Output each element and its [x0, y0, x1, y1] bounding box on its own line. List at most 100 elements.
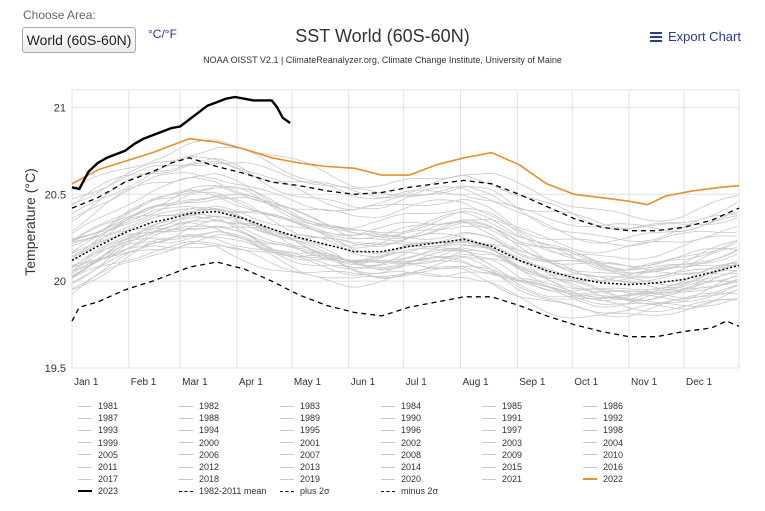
legend-item[interactable]: 2021	[482, 473, 583, 485]
legend-swatch	[381, 466, 395, 468]
legend-label: 2012	[199, 462, 220, 473]
series-line-2021	[71, 158, 738, 244]
unit-toggle[interactable]: °C/°F	[148, 27, 177, 41]
legend-label: 2015	[502, 462, 523, 473]
legend-item[interactable]: 1989	[280, 412, 381, 424]
legend-swatch	[482, 466, 496, 468]
legend-item[interactable]: 2003	[482, 437, 583, 449]
series-line-1997	[71, 208, 738, 279]
legend-label: 1984	[401, 401, 422, 412]
legend-item[interactable]: 1990	[381, 412, 482, 424]
legend-swatch	[78, 442, 92, 444]
legend-swatch	[179, 478, 193, 480]
legend-label: 1987	[98, 413, 119, 424]
legend-label: 2022	[603, 474, 624, 485]
x-tick-label: May 1	[294, 377, 322, 388]
legend-item[interactable]: 1999	[78, 437, 179, 449]
series-line-1991	[71, 216, 738, 301]
legend-item[interactable]: 2004	[583, 437, 684, 449]
legend-item[interactable]: 1987	[78, 412, 179, 424]
legend-label: 2005	[98, 449, 119, 460]
legend-item[interactable]: 2009	[482, 449, 583, 461]
legend-swatch	[583, 478, 597, 481]
series-line-1992	[71, 226, 738, 302]
legend-swatch	[280, 478, 294, 480]
legend-item[interactable]: 1996	[381, 424, 482, 436]
legend-item[interactable]: 1995	[280, 424, 381, 436]
legend-item[interactable]: minus 2σ	[381, 485, 482, 497]
legend-item[interactable]: 2016	[583, 461, 684, 473]
x-tick-label: Mar 1	[182, 377, 208, 388]
series-line-2016	[71, 139, 738, 222]
series-line-1999	[71, 226, 738, 308]
legend-item[interactable]: 2007	[280, 449, 381, 461]
legend-swatch	[179, 417, 193, 419]
legend-item[interactable]: 1992	[583, 412, 684, 424]
legend-item[interactable]: 1981	[78, 400, 179, 412]
legend-item[interactable]: plus 2σ	[280, 485, 381, 497]
legend-item[interactable]: 2018	[179, 473, 280, 485]
x-tick-label: Jan 1	[74, 377, 99, 388]
legend-item[interactable]: 1997	[482, 424, 583, 436]
legend-item[interactable]: 1991	[482, 412, 583, 424]
legend-item[interactable]: 2001	[280, 437, 381, 449]
series-line-1993	[71, 231, 738, 302]
choose-area-label: Choose Area:	[23, 8, 96, 22]
legend-label: 1989	[300, 413, 321, 424]
legend-item[interactable]: 2023	[78, 485, 179, 497]
legend-label: 2003	[502, 437, 523, 448]
legend-item[interactable]: 2019	[280, 473, 381, 485]
legend-label: 2006	[199, 449, 220, 460]
legend-label: 1983	[300, 401, 321, 412]
series-line-1995	[71, 207, 738, 291]
legend-item[interactable]: 1982-2011 mean	[179, 485, 280, 497]
legend-item[interactable]: 2000	[179, 437, 280, 449]
legend-item[interactable]: 1988	[179, 412, 280, 424]
legend-swatch	[280, 490, 294, 492]
chart-plot: 19.5 20 20.5 21 Jan 1 Feb 1 Mar 1 Apr 1 May 1 Jun…	[45, 89, 740, 388]
legend-item[interactable]: 2013	[280, 461, 381, 473]
export-chart-button[interactable]: Export Chart	[650, 29, 741, 44]
area-select[interactable]: World (60S-60N)	[22, 27, 136, 53]
legend-swatch	[280, 442, 294, 444]
legend-item[interactable]: 2011	[78, 461, 179, 473]
legend-item[interactable]: 1985	[482, 400, 583, 412]
legend-item[interactable]: 2020	[381, 473, 482, 485]
legend-label: 1997	[502, 425, 523, 436]
y-tick-label: 21	[54, 102, 66, 114]
legend-item[interactable]: 1994	[179, 424, 280, 436]
legend-item[interactable]: 1986	[583, 400, 684, 412]
legend-item[interactable]: 1983	[280, 400, 381, 412]
legend-swatch	[78, 417, 92, 419]
legend-item[interactable]: 2008	[381, 449, 482, 461]
legend-item[interactable]: 2005	[78, 449, 179, 461]
series-line-2023	[71, 95, 291, 191]
legend-item[interactable]: 1993	[78, 424, 179, 436]
series-line-2018	[71, 172, 738, 247]
legend-item[interactable]: 2010	[583, 449, 684, 461]
legend-item[interactable]: 2002	[381, 437, 482, 449]
legend-item[interactable]: 1998	[583, 424, 684, 436]
legend-swatch	[482, 478, 496, 480]
legend-label: 1986	[603, 401, 624, 412]
legend-item[interactable]: 1984	[381, 400, 482, 412]
legend-item[interactable]: 2012	[179, 461, 280, 473]
legend-swatch	[78, 454, 92, 456]
series-line-2013	[71, 185, 738, 272]
legend-swatch	[583, 454, 597, 456]
legend-item[interactable]: 1982	[179, 400, 280, 412]
legend-item[interactable]: 2022	[583, 473, 684, 485]
legend-swatch	[179, 490, 193, 492]
legend-swatch	[280, 454, 294, 456]
legend-label: 1999	[98, 437, 119, 448]
x-tick-label: Dec 1	[686, 377, 713, 388]
legend-label: 2001	[300, 437, 321, 448]
legend-item[interactable]: 2017	[78, 473, 179, 485]
legend-label: plus 2σ	[300, 486, 330, 497]
legend-item[interactable]: 2015	[482, 461, 583, 473]
legend-swatch	[280, 429, 294, 431]
series-line-1996	[71, 222, 738, 295]
legend-item[interactable]: 2014	[381, 461, 482, 473]
legend-item[interactable]: 2006	[179, 449, 280, 461]
legend-swatch	[280, 417, 294, 419]
